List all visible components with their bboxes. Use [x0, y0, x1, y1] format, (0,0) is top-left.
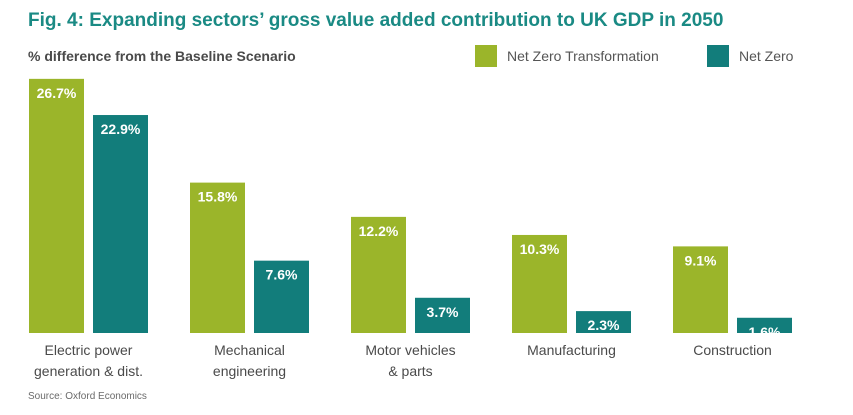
data-label-net-zero-electric-power-generation-dist: 22.9%	[101, 121, 141, 137]
category-label-construction: Construction	[693, 342, 772, 358]
bar-net-zero-manufacturing	[576, 311, 631, 333]
bar-net-zero-transformation-mechanical-engineering	[190, 182, 245, 333]
data-label-net-zero-transformation-mechanical-engineering: 15.8%	[198, 189, 238, 205]
legend-swatch-net-zero	[707, 45, 729, 67]
category-label-manufacturing: Manufacturing	[527, 342, 616, 358]
category-label-mechanical-engineering: Mechanical	[214, 342, 285, 358]
legend-item-net-zero-transformation: Net Zero Transformation	[475, 45, 659, 67]
bar-net-zero-transformation-electric-power-generation-dist	[29, 78, 84, 333]
data-label-net-zero-motor-vehicles-parts: 3.7%	[427, 304, 459, 320]
legend-item-net-zero: Net Zero	[707, 45, 793, 67]
data-label-net-zero-transformation-construction: 9.1%	[685, 252, 717, 268]
bar-net-zero-transformation-construction	[673, 246, 728, 333]
bar-net-zero-transformation-motor-vehicles-parts	[351, 216, 406, 333]
legend-label-net-zero: Net Zero	[739, 48, 794, 64]
category-label-motor-vehicles-parts: Motor vehicles	[365, 342, 455, 358]
source-note: Source: Oxford Economics	[28, 391, 147, 402]
data-label-net-zero-mechanical-engineering: 7.6%	[266, 267, 298, 283]
chart-subtitle: % difference from the Baseline Scenario	[28, 48, 296, 64]
category-label-motor-vehicles-parts: & parts	[388, 363, 432, 379]
category-label-electric-power-generation-dist: generation & dist.	[34, 363, 143, 379]
category-label-electric-power-generation-dist: Electric power	[45, 342, 133, 358]
data-label-net-zero-transformation-electric-power-generation-dist: 26.7%	[37, 85, 77, 101]
bar-net-zero-electric-power-generation-dist	[93, 115, 148, 333]
legend-label-net-zero-transformation: Net Zero Transformation	[507, 48, 659, 64]
bar-net-zero-construction	[737, 317, 792, 333]
bar-net-zero-motor-vehicles-parts	[415, 297, 470, 333]
data-label-net-zero-manufacturing: 2.3%	[588, 317, 620, 333]
legend-swatch-net-zero-transformation	[475, 45, 497, 67]
category-label-mechanical-engineering: engineering	[213, 363, 286, 379]
data-label-net-zero-transformation-motor-vehicles-parts: 12.2%	[359, 223, 399, 239]
data-label-net-zero-construction: 1.6%	[749, 324, 781, 340]
bar-net-zero-transformation-manufacturing	[512, 234, 567, 333]
chart-title: Fig. 4: Expanding sectors’ gross value a…	[28, 10, 724, 31]
bar-net-zero-mechanical-engineering	[254, 260, 309, 333]
data-label-net-zero-transformation-manufacturing: 10.3%	[520, 241, 560, 257]
